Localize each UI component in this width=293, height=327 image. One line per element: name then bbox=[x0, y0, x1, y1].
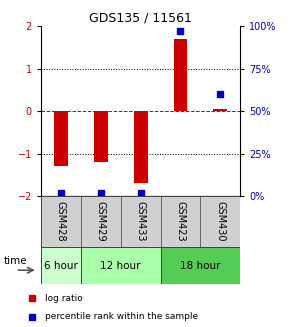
Text: GSM430: GSM430 bbox=[215, 201, 225, 242]
Text: log ratio: log ratio bbox=[45, 294, 83, 303]
Bar bbox=[54, 111, 68, 166]
Bar bbox=[41, 247, 81, 284]
Text: 18 hour: 18 hour bbox=[180, 261, 221, 271]
Bar bbox=[213, 109, 227, 111]
Text: GSM433: GSM433 bbox=[136, 201, 146, 242]
Bar bbox=[200, 196, 240, 247]
Bar bbox=[161, 247, 240, 284]
Text: GSM429: GSM429 bbox=[96, 201, 106, 242]
Bar bbox=[134, 111, 148, 183]
Bar bbox=[81, 247, 161, 284]
Bar bbox=[94, 111, 108, 162]
Title: GDS135 / 11561: GDS135 / 11561 bbox=[89, 12, 192, 25]
Bar bbox=[161, 196, 200, 247]
Text: 12 hour: 12 hour bbox=[100, 261, 141, 271]
Bar bbox=[81, 196, 121, 247]
Text: 6 hour: 6 hour bbox=[44, 261, 78, 271]
Bar bbox=[173, 39, 188, 111]
Text: GSM428: GSM428 bbox=[56, 201, 66, 242]
Text: GSM423: GSM423 bbox=[176, 201, 185, 242]
Bar bbox=[121, 196, 161, 247]
Bar bbox=[41, 196, 81, 247]
Text: percentile rank within the sample: percentile rank within the sample bbox=[45, 312, 198, 321]
Text: time: time bbox=[3, 256, 27, 266]
